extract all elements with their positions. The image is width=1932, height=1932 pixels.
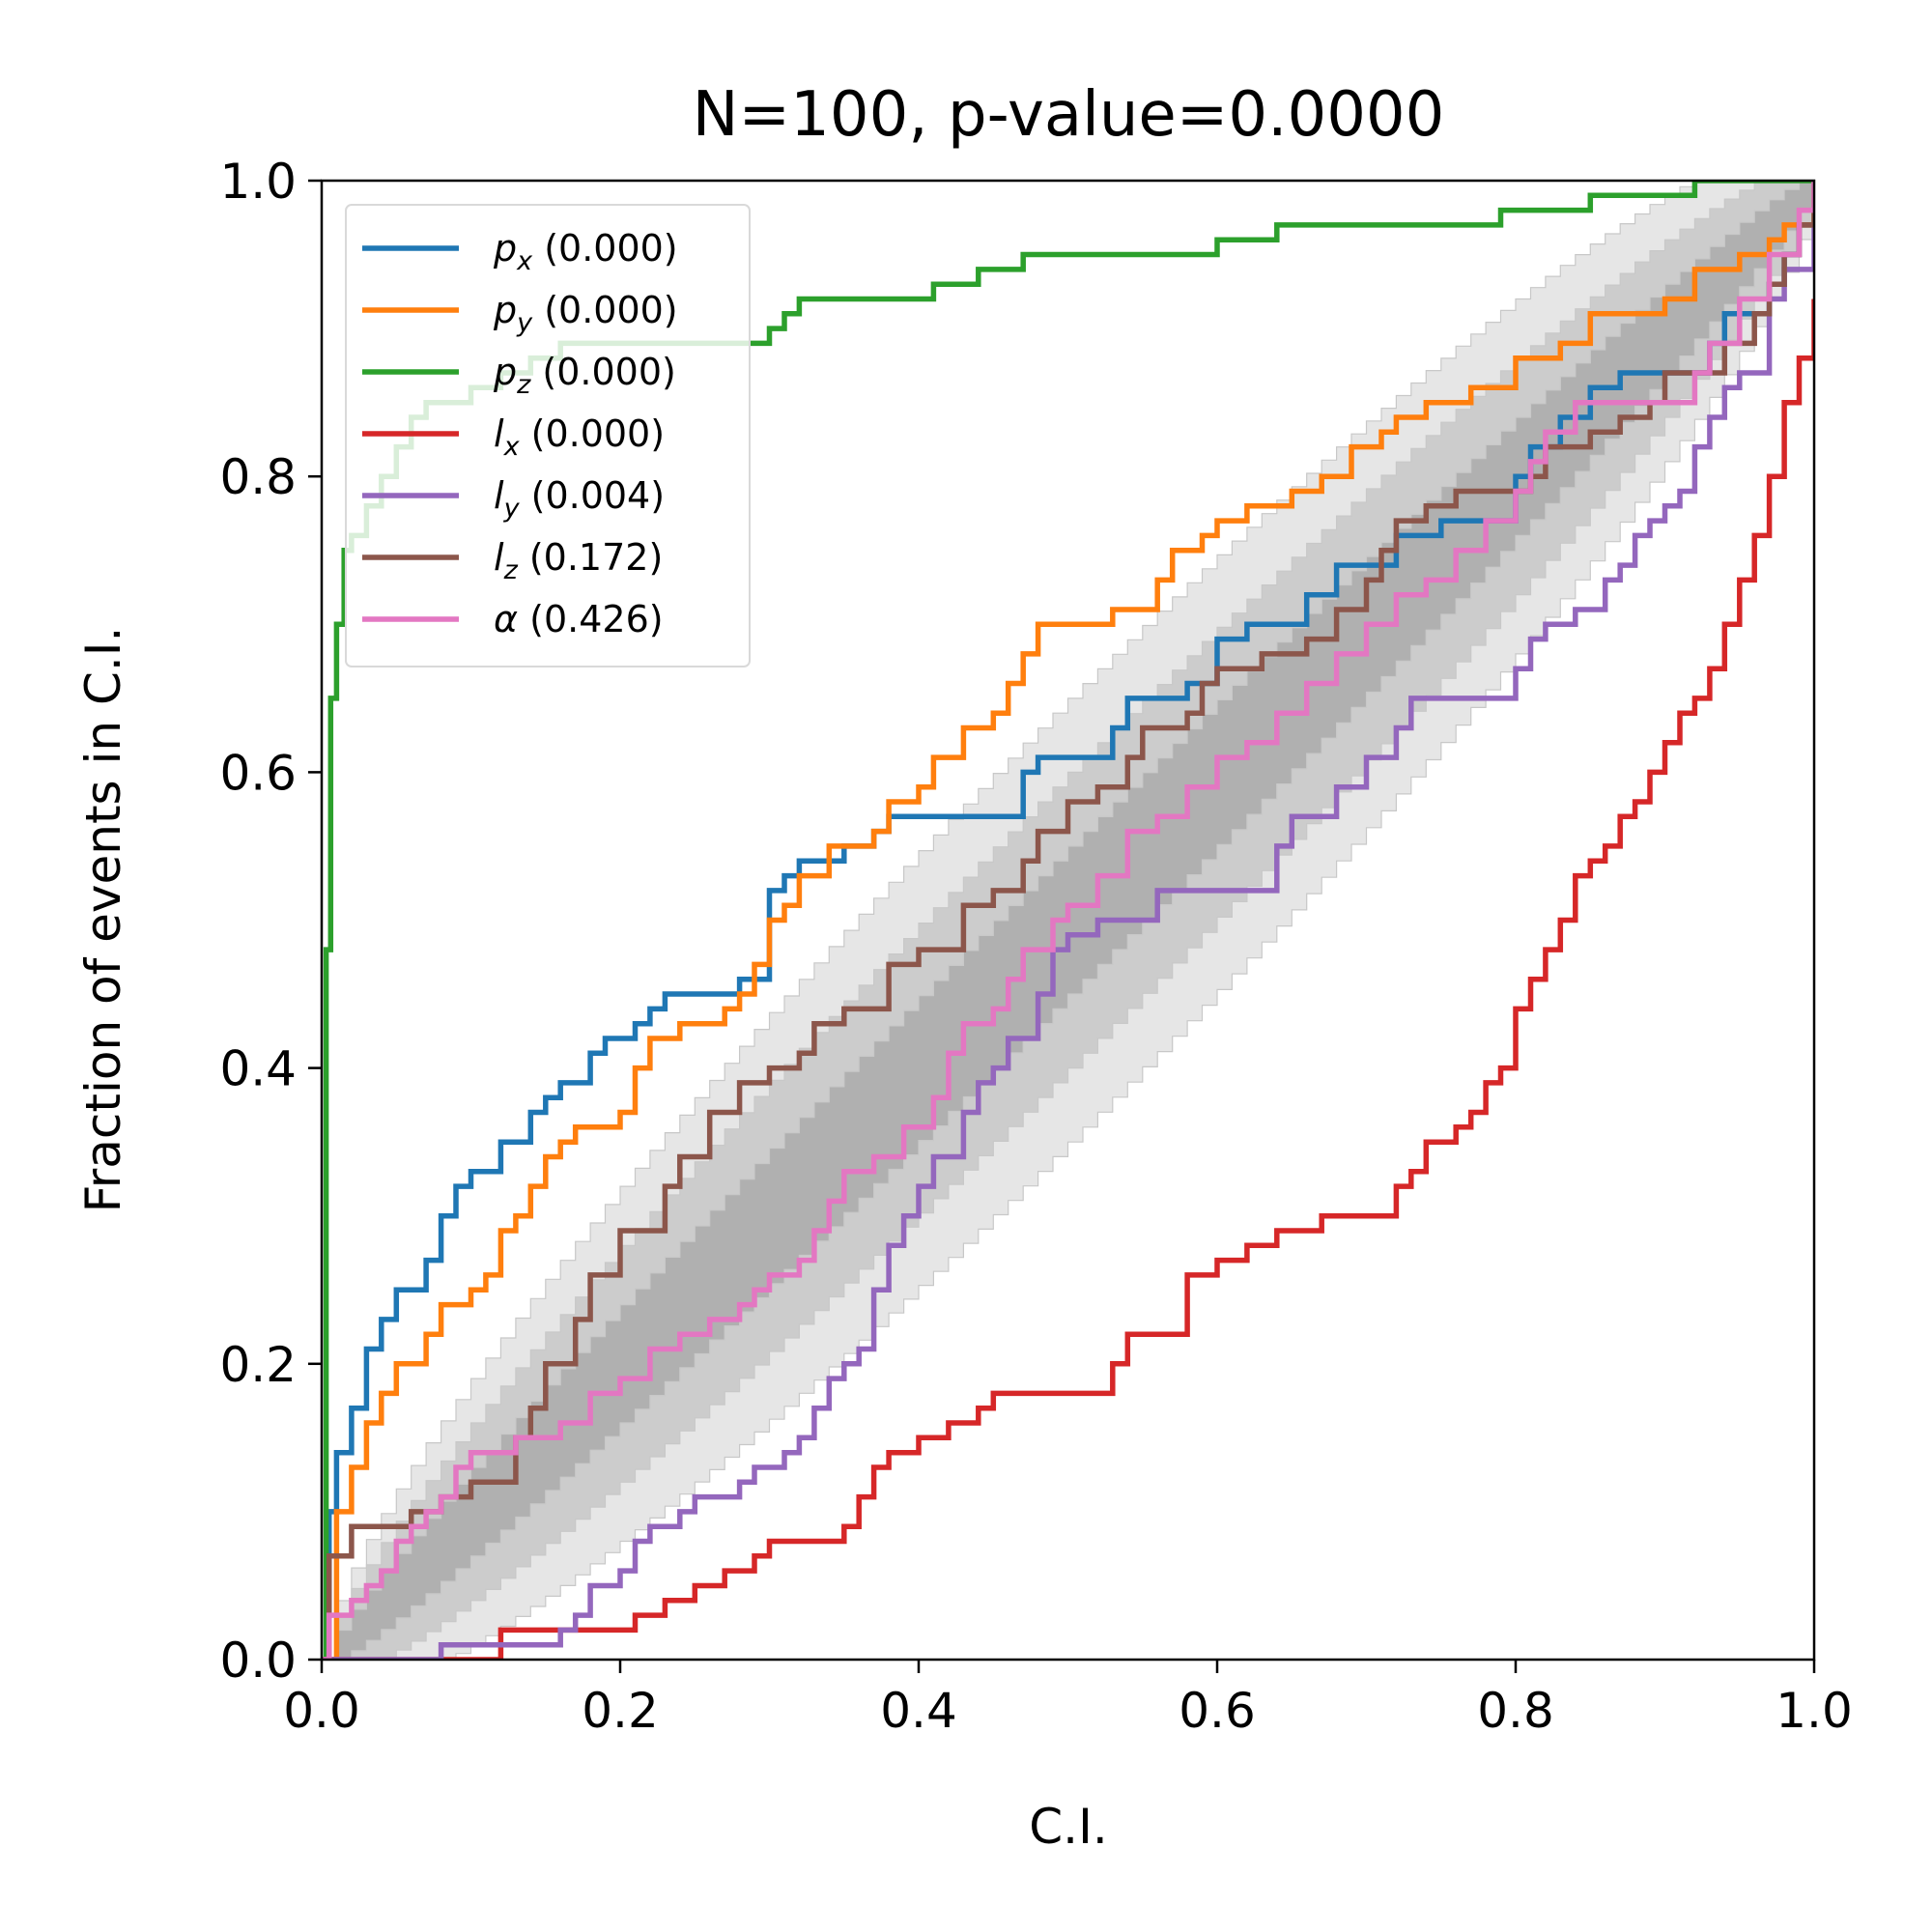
legend-subscript: z [516,370,531,400]
legend-symbol: l [494,412,504,455]
series-line-alpha [322,181,1814,1660]
series-line-l-x [322,298,1814,1660]
chart-title: N=100, p-value=0.0000 [693,79,1445,151]
legend-pvalue: (0.000) [532,289,678,331]
legend-pvalue: (0.000) [520,412,666,455]
legend-label-alpha: α (0.426) [494,598,664,640]
legend-pvalue: (0.004) [520,474,666,517]
legend-symbol: l [494,536,504,579]
legend-subscript: x [503,432,521,462]
legend-label-p-x: px (0.000) [493,227,678,276]
x-tick-label: 0.0 [283,1683,360,1739]
legend-label-l-z: lz (0.172) [494,536,663,585]
plot-frame [320,179,1816,1662]
x-axis-label: C.I. [1029,1799,1107,1855]
legend-pvalue: (0.000) [530,351,676,393]
y-tick-label: 0.6 [219,745,297,801]
legend-subscript: y [503,494,521,524]
y-tick-label: 0.0 [219,1633,297,1689]
legend-pvalue: (0.000) [532,227,678,270]
series-line-p-y [322,181,1814,1660]
legend-label-l-y: ly (0.004) [494,474,665,524]
y-axis: 0.0 0.2 0.4 0.6 0.8 1.0 [219,154,322,1689]
legend-subscript: y [516,308,533,338]
legend-symbol: p [493,227,517,270]
x-tick-label: 0.8 [1477,1683,1554,1739]
x-tick-label: 0.2 [582,1683,659,1739]
y-tick-label: 0.4 [219,1041,297,1097]
x-tick-label: 0.4 [880,1683,957,1739]
legend-symbol: p [493,289,517,331]
y-tick-label: 0.2 [219,1337,297,1393]
plot-area [320,179,1816,1662]
legend-label-p-z: pz (0.000) [493,351,676,400]
y-axis-label: Fraction of events in C.I. [75,627,131,1213]
legend-symbol: α [494,598,518,640]
legend-label-p-y: py (0.000) [493,289,678,338]
x-tick-label: 1.0 [1776,1683,1853,1739]
x-axis: 0.0 0.2 0.4 0.6 0.8 1.0 [283,1660,1853,1739]
x-tick-label: 0.6 [1179,1683,1256,1739]
legend-label-l-x: lx (0.000) [494,412,665,462]
legend-symbol: p [493,351,517,393]
y-tick-label: 0.8 [219,449,297,505]
legend-subscript: z [503,555,519,585]
legend-symbol: l [494,474,504,517]
legend-pvalue: (0.172) [518,536,664,579]
y-tick-label: 1.0 [219,154,297,210]
legend: px (0.000)py (0.000)pz (0.000)lx (0.000)… [345,204,751,668]
series-line-l-z [322,181,1814,1660]
series-line-l-y [322,224,1814,1660]
legend-subscript: x [516,246,533,276]
legend-pvalue: (0.426) [518,598,664,640]
legend-box [345,204,751,668]
